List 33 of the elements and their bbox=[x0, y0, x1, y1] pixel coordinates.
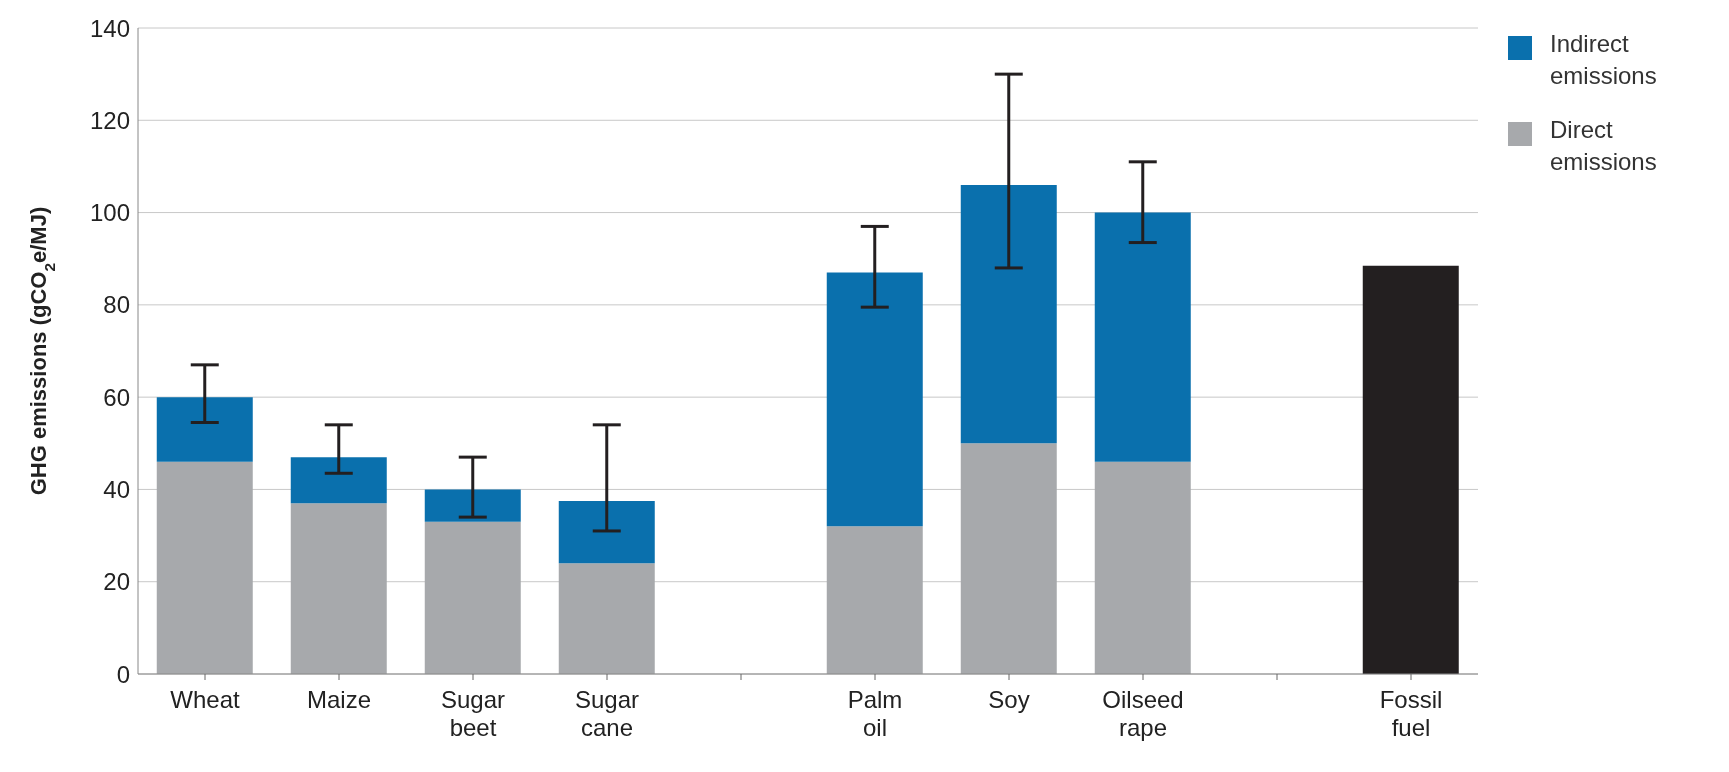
bar bbox=[424, 489, 521, 522]
bar bbox=[156, 397, 253, 462]
x-tick-label: Sugar cane bbox=[574, 686, 640, 741]
y-tick-label: 100 bbox=[89, 199, 130, 227]
legend-label: Direct emissions bbox=[1550, 115, 1658, 177]
y-tick-label: 80 bbox=[103, 291, 130, 319]
y-tick-label: 120 bbox=[89, 106, 130, 134]
x-tick-label: Palm oil bbox=[847, 686, 903, 741]
bar bbox=[1094, 212, 1191, 462]
bar bbox=[1094, 461, 1191, 674]
legend-label: Indirect emissions bbox=[1550, 29, 1658, 91]
bar bbox=[826, 272, 923, 527]
y-tick-label: 0 bbox=[116, 660, 130, 688]
y-tick-label: 20 bbox=[103, 568, 130, 596]
bar bbox=[290, 503, 387, 674]
x-tick-label: Maize bbox=[306, 686, 372, 713]
bar bbox=[960, 443, 1057, 674]
y-tick-label: 60 bbox=[103, 383, 130, 411]
x-tick-label: Wheat bbox=[170, 686, 241, 713]
bar bbox=[1362, 265, 1459, 674]
x-tick-label: Oilseed rape bbox=[1102, 686, 1184, 741]
bar bbox=[960, 184, 1057, 444]
x-tick-label: Fossil fuel bbox=[1379, 686, 1443, 741]
y-tick-label: 140 bbox=[89, 14, 130, 42]
bar bbox=[558, 500, 655, 564]
bar bbox=[558, 563, 655, 674]
bar bbox=[424, 521, 521, 674]
bar bbox=[290, 457, 387, 504]
bar bbox=[156, 461, 253, 674]
bar bbox=[826, 526, 923, 674]
y-tick-label: 40 bbox=[103, 475, 130, 503]
x-tick-label: Soy bbox=[988, 686, 1030, 713]
x-tick-label: Sugar beet bbox=[440, 686, 506, 741]
